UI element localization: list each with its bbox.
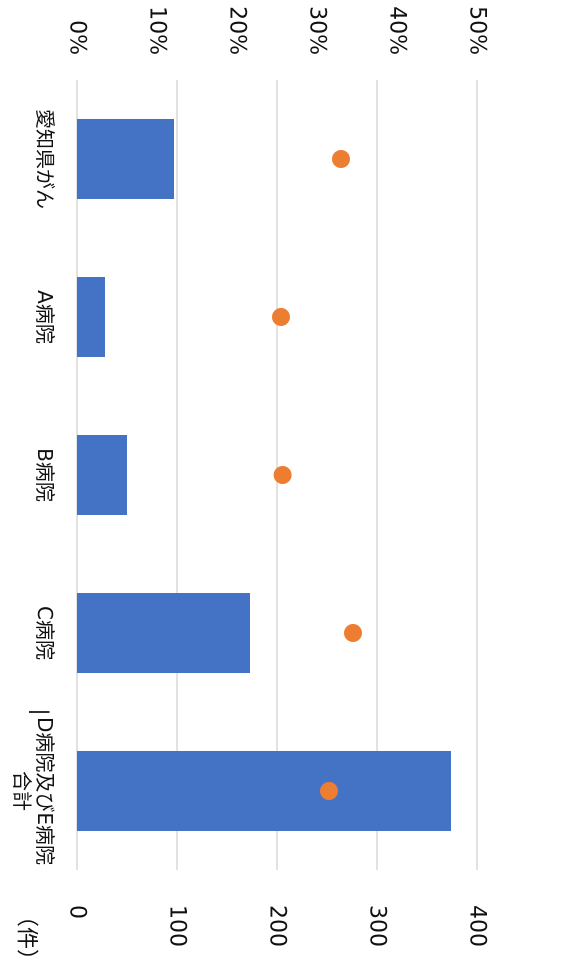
bar-1	[77, 277, 105, 357]
bar-4	[77, 751, 451, 831]
rate-dot-2	[273, 466, 292, 484]
right-tick-label: 10%	[145, 6, 170, 55]
category-separator: |	[29, 709, 53, 716]
category-label-line: B病院	[33, 448, 57, 502]
category-label: 愛知県がん	[33, 109, 57, 209]
right-tick-label: 0%	[65, 20, 90, 55]
left-tick-label: 400	[465, 905, 490, 947]
category-label: B病院	[33, 448, 57, 502]
bar-series	[77, 119, 451, 831]
left-tick-label: 200	[265, 905, 290, 947]
category-label: C病院	[33, 606, 57, 660]
rate-dot-4	[320, 782, 338, 800]
category-label-line: C病院	[33, 606, 57, 660]
right-tick-label: 20%	[225, 6, 250, 55]
rate-dot-1	[272, 308, 290, 326]
left-tick-label: 0	[65, 905, 90, 919]
bar-3	[77, 593, 250, 673]
bar-2	[77, 435, 127, 515]
category-label-line: 合計	[10, 771, 34, 811]
left-tick-label: 300	[365, 905, 390, 947]
left-tick-label: 100	[165, 905, 190, 947]
right-tick-label: 50%	[465, 6, 490, 55]
axis-labels: 01002003004000%10%20%30%40%50%（件）科研費採択件数…	[10, 6, 490, 960]
right-tick-label: 30%	[305, 6, 330, 55]
category-label-line: A病院	[33, 290, 57, 344]
category-label-line: D病院及びE病院	[33, 717, 57, 865]
y-axis-title: （件）	[14, 905, 39, 960]
rate-series	[272, 150, 362, 800]
bar-0	[77, 119, 174, 199]
category-label-line: 愛知県がん	[33, 109, 57, 209]
category-label: A病院	[33, 290, 57, 344]
right-tick-label: 40%	[385, 6, 410, 55]
category-label: D病院及びE病院合計	[10, 717, 57, 865]
rate-dot-3	[344, 624, 362, 642]
rate-dot-0	[332, 150, 350, 168]
